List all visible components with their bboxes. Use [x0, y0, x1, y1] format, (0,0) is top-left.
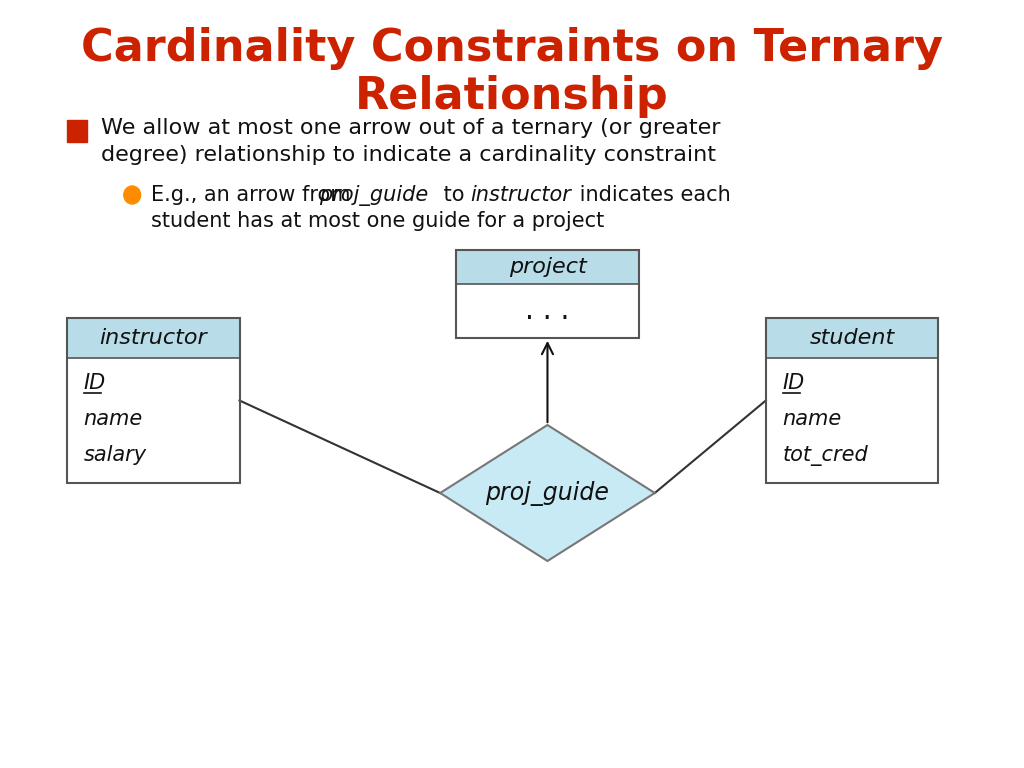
Text: salary: salary [84, 445, 146, 465]
Bar [766, 358, 938, 483]
Bar [456, 250, 639, 338]
Text: indicates each: indicates each [572, 185, 730, 205]
Text: name: name [782, 409, 842, 429]
Text: Relationship: Relationship [355, 74, 669, 118]
Text: tot_cred: tot_cred [782, 445, 868, 465]
Text: proj_guide: proj_guide [485, 481, 609, 505]
Text: student has at most one guide for a project: student has at most one guide for a proj… [151, 211, 604, 231]
Text: to: to [437, 185, 471, 205]
Text: ID: ID [782, 373, 805, 393]
Text: project: project [509, 257, 587, 277]
Text: We allow at most one arrow out of a ternary (or greater: We allow at most one arrow out of a tern… [101, 118, 721, 138]
Bar [766, 318, 938, 483]
Text: E.g., an arrow from: E.g., an arrow from [151, 185, 357, 205]
Bar [67, 318, 240, 358]
Bar [766, 318, 938, 358]
Bar [67, 358, 240, 483]
Text: ID: ID [84, 373, 105, 393]
Text: name: name [84, 409, 143, 429]
Polygon shape [67, 120, 87, 142]
Bar [456, 284, 639, 338]
Text: proj_guide: proj_guide [318, 184, 428, 206]
Bar [67, 318, 240, 483]
Polygon shape [440, 425, 654, 561]
Circle shape [124, 186, 140, 204]
Text: Cardinality Constraints on Ternary: Cardinality Constraints on Ternary [81, 27, 943, 69]
Text: . . .: . . . [525, 297, 569, 325]
Text: instructor: instructor [470, 185, 571, 205]
Text: student: student [810, 328, 895, 348]
Text: degree) relationship to indicate a cardinality constraint: degree) relationship to indicate a cardi… [101, 145, 717, 165]
Text: instructor: instructor [99, 328, 207, 348]
Bar [456, 250, 639, 284]
